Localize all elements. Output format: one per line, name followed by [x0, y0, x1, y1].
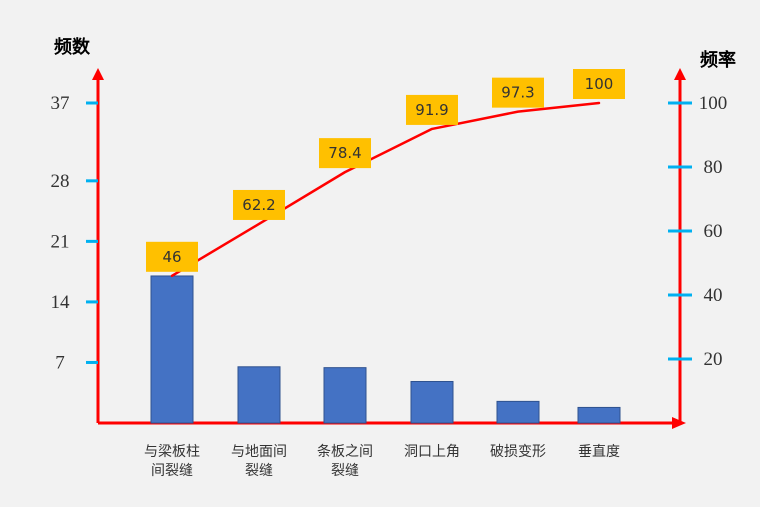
- axes-layer: 频数 频率: [54, 36, 736, 429]
- left-tick-label: 14: [51, 292, 71, 313]
- right-axis-arrow-icon: [674, 68, 686, 80]
- right-tick-label: 40: [704, 285, 723, 306]
- left-tick-label: 28: [51, 171, 70, 192]
- category-label-3-1: 条板之间: [317, 443, 373, 460]
- data-label-3: 78.4: [328, 144, 361, 162]
- category-label-4-1: 洞口上角: [404, 444, 460, 460]
- right-tick-label: 60: [704, 221, 723, 242]
- line-layer: [170, 101, 601, 278]
- data-label-6: 100: [585, 75, 614, 93]
- data-label-box-6: [573, 69, 625, 99]
- cumulative-line: [170, 101, 601, 278]
- ticks-layer: 7 14 21 28 37 20 40 60 80 100: [51, 93, 728, 373]
- data-label-4: 91.9: [415, 101, 448, 119]
- bar-6: [577, 406, 621, 424]
- category-label-3-2: 裂缝: [331, 463, 359, 479]
- data-label-2: 62.2: [242, 196, 275, 214]
- category-label-6-1: 垂直度: [578, 443, 620, 460]
- category-label-2-2: 裂缝: [245, 463, 273, 479]
- category-label-1-2: 间裂缝: [151, 463, 193, 479]
- bar-1: [150, 275, 194, 424]
- right-tick-label: 20: [704, 349, 723, 370]
- left-axis-arrow-icon: [92, 68, 104, 80]
- right-tick-label: 100: [699, 93, 728, 114]
- data-label-1: 46: [162, 248, 181, 266]
- left-tick-label: 7: [55, 352, 65, 373]
- right-tick-label: 80: [704, 157, 723, 178]
- left-axis-title: 频数: [54, 36, 91, 58]
- bar-4: [410, 380, 454, 424]
- data-label-box-4: [406, 94, 458, 125]
- left-tick-label: 21: [51, 231, 70, 252]
- bar-5: [496, 400, 540, 424]
- right-axis-title: 频率: [700, 49, 736, 71]
- data-label-box-5: [492, 77, 544, 108]
- left-tick-label: 37: [51, 93, 70, 114]
- category-label-5-1: 破损变形: [490, 444, 546, 460]
- category-label-2-1: 与地面间: [231, 444, 287, 460]
- bars-layer: [150, 275, 621, 424]
- bar-3: [323, 367, 367, 424]
- labels-layer: 46 62.2 78.4 91.9 97.3 100: [146, 69, 625, 272]
- data-label-5: 97.3: [501, 84, 534, 102]
- data-label-box-1: [146, 241, 198, 272]
- bar-2: [237, 366, 281, 424]
- category-label-1-1: 与梁板柱: [144, 444, 200, 460]
- data-label-box-2: [233, 189, 285, 220]
- x-axis-arrow-icon: [672, 417, 686, 429]
- data-label-box-3: [319, 138, 371, 169]
